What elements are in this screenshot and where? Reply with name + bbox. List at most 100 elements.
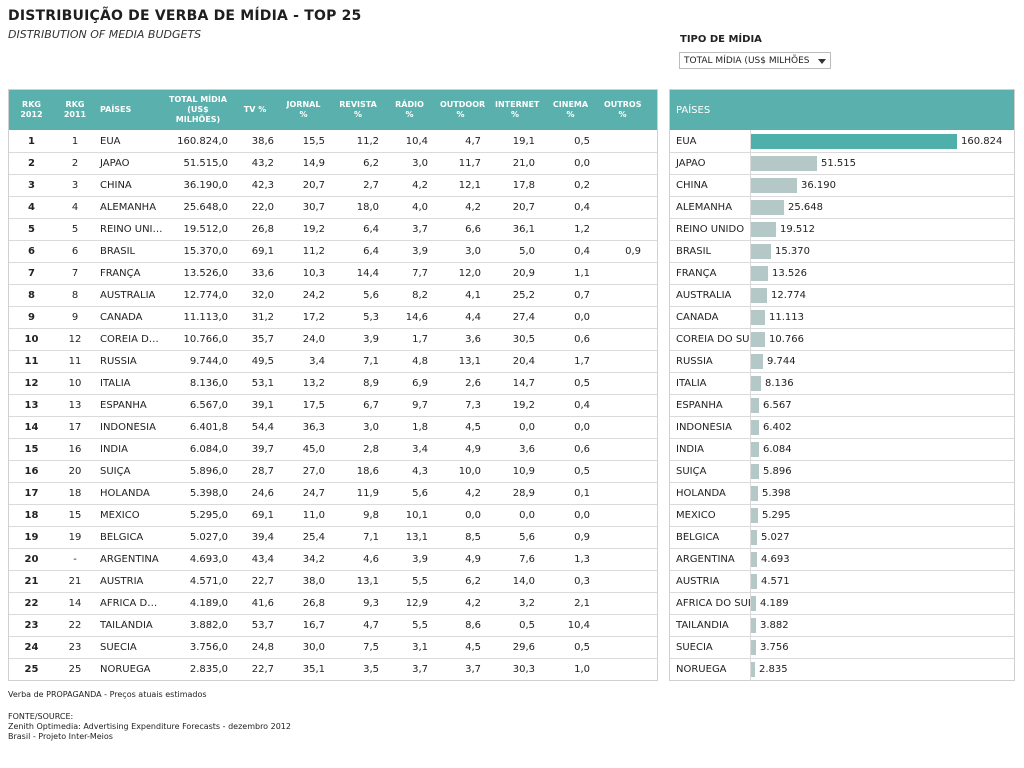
- bar[interactable]: [751, 354, 763, 369]
- header-paises[interactable]: PAÍSES: [100, 105, 132, 114]
- table-row[interactable]: 13 13 ESPANHA 6.567,0 39,1 17,5 6,7 9,7 7,3 19,2 0…: [9, 394, 657, 416]
- bar-row[interactable]: COREIA DO SUL 10.766: [670, 328, 1014, 351]
- table-row[interactable]: 14 17 INDONÉSIA 6.401,8 54,4 36,3 3,0 1,8 4,5 0,0…: [9, 416, 657, 438]
- bar[interactable]: [751, 508, 758, 523]
- bar[interactable]: [751, 420, 759, 435]
- bar-row[interactable]: TAILÂNDIA 3.882: [670, 614, 1014, 637]
- bar[interactable]: [751, 200, 784, 215]
- cell-internet: 20,4: [512, 356, 535, 367]
- bar-row[interactable]: ALEMANHA 25.648: [670, 196, 1014, 219]
- bar-row[interactable]: ARGENTINA 4.693: [670, 548, 1014, 571]
- table-row[interactable]: 5 5 REINO UNIDO 19.512,0 26,8 19,2 6,4 3,7 6,6 36…: [9, 218, 657, 240]
- bar-row[interactable]: REINO UNIDO 19.512: [670, 218, 1014, 241]
- table-row[interactable]: 23 22 TAILÂNDIA 3.882,0 53,7 16,7 4,7 5,5 8,6 0,5…: [9, 614, 657, 636]
- bar[interactable]: [751, 178, 797, 193]
- table-row[interactable]: 1 1 EUA 160.824,0 38,6 15,5 11,2 10,4 4,7 19,1 0,5: [9, 130, 657, 152]
- header-internet[interactable]: INTERNET %: [495, 100, 540, 119]
- bar[interactable]: [751, 133, 957, 149]
- bar-category-label: AFRICA DO SUL: [676, 598, 750, 609]
- bar-row[interactable]: ÍNDIA 6.084: [670, 438, 1014, 461]
- bar-row[interactable]: INDONÉSIA 6.402: [670, 416, 1014, 439]
- cell-cinema: 0,0: [574, 312, 590, 323]
- bar[interactable]: [751, 310, 765, 325]
- table-row[interactable]: 21 21 AUSTRIA 4.571,0 22,7 38,0 13,1 5,5 6,2 14,0…: [9, 570, 657, 592]
- table-row[interactable]: 12 10 ITALIA 8.136,0 53,1 13,2 8,9 6,9 2,6 14,7 0,…: [9, 372, 657, 394]
- table-row[interactable]: 4 4 ALEMANHA 25.648,0 22,0 30,7 18,0 4,0 4,2 20,7…: [9, 196, 657, 218]
- bar[interactable]: [751, 244, 771, 259]
- bar-value-label: 11.113: [769, 312, 804, 323]
- bar-row[interactable]: CANADÁ 11.113: [670, 306, 1014, 329]
- header-cinema[interactable]: CINEMA %: [552, 100, 589, 119]
- table-row[interactable]: 11 11 RUSSIA 9.744,0 49,5 3,4 7,1 4,8 13,1 20,4 1,…: [9, 350, 657, 372]
- bar-row[interactable]: ESPANHA 6.567: [670, 394, 1014, 417]
- table-row[interactable]: 22 14 AFRICA DO SUL 4.189,0 41,6 26,8 9,3 12,9 4…: [9, 592, 657, 614]
- bar-row[interactable]: AUSTRÁLIA 12.774: [670, 284, 1014, 307]
- bar-row[interactable]: RUSSIA 9.744: [670, 350, 1014, 373]
- bar[interactable]: [751, 618, 756, 633]
- bar[interactable]: [751, 398, 759, 413]
- bar-row[interactable]: AUSTRIA 4.571: [670, 570, 1014, 593]
- table-row[interactable]: 15 16 ÍNDIA 6.084,0 39,7 45,0 2,8 3,4 4,9 3,6 0,6: [9, 438, 657, 460]
- bar[interactable]: [751, 332, 765, 347]
- header-outdoor[interactable]: OUTDOOR %: [440, 100, 486, 119]
- media-type-select[interactable]: TOTAL MÍDIA (US$ MILHÕES: [679, 52, 831, 69]
- bar-row[interactable]: MÉXICO 5.295: [670, 504, 1014, 527]
- table-row[interactable]: 2 2 JAPÃO 51.515,0 43,2 14,9 6,2 3,0 11,7 21,0 0,0: [9, 152, 657, 174]
- table-row[interactable]: 9 9 CANADÁ 11.113,0 31,2 17,2 5,3 14,6 4,4 27,4 0,…: [9, 306, 657, 328]
- cell-outdoor: 6,2: [465, 576, 481, 587]
- table-row[interactable]: 7 7 FRANÇA 13.526,0 33,6 10,3 14,4 7,7 12,0 20,9 1…: [9, 262, 657, 284]
- header-outros[interactable]: OUTROS %: [604, 100, 642, 119]
- cell-r12: 1: [28, 135, 35, 147]
- bar-row[interactable]: JAPÃO 51.515: [670, 152, 1014, 175]
- cell-r12: 25: [24, 664, 39, 675]
- table-row[interactable]: 10 12 COREIA DO SUL 10.766,0 35,7 24,0 3,9 1,7 3…: [9, 328, 657, 350]
- bar[interactable]: [751, 266, 768, 281]
- bar[interactable]: [751, 662, 755, 677]
- table-row[interactable]: 17 18 HOLANDA 5.398,0 24,6 24,7 11,9 5,6 4,2 28,9…: [9, 482, 657, 504]
- header-jornal[interactable]: JORNAL %: [286, 100, 321, 119]
- bar-value-label: 12.774: [771, 290, 806, 301]
- cell-radio: 5,5: [412, 576, 428, 587]
- table-row[interactable]: 16 20 SUIÇA 5.896,0 28,7 27,0 18,6 4,3 10,0 10,9 0…: [9, 460, 657, 482]
- table-row[interactable]: 24 23 SUECIA 3.756,0 24,8 30,0 7,5 3,1 4,5 29,6 0,…: [9, 636, 657, 658]
- cell-tv: 32,0: [251, 290, 274, 301]
- table-row[interactable]: 20 - ARGENTINA 4.693,0 43,4 34,2 4,6 3,9 4,9 7,6 1…: [9, 548, 657, 570]
- table-row[interactable]: 8 8 AUSTRÁLIA 12.774,0 32,0 24,2 5,6 8,2 4,1 25,2…: [9, 284, 657, 306]
- bar-row[interactable]: BÉLGICA 5.027: [670, 526, 1014, 549]
- table-row[interactable]: 6 6 BRASIL 15.370,0 69,1 11,2 6,4 3,9 3,0 5,0 0,4 0…: [9, 240, 657, 262]
- media-type-label: TIPO DE MÍDIA: [680, 34, 762, 45]
- table-row[interactable]: 18 15 MÉXICO 5.295,0 69,1 11,0 9,8 10,1 0,0 0,0 0,…: [9, 504, 657, 526]
- bar[interactable]: [751, 574, 757, 589]
- bar[interactable]: [751, 640, 756, 655]
- bar-row[interactable]: AFRICA DO SUL 4.189: [670, 592, 1014, 615]
- bar-row[interactable]: BRASIL 15.370: [670, 240, 1014, 263]
- bar-row[interactable]: NORUEGA 2.835: [670, 658, 1014, 681]
- bar-row[interactable]: ITALIA 8.136: [670, 372, 1014, 395]
- bar[interactable]: [751, 464, 759, 479]
- header-revista[interactable]: REVISTA %: [339, 100, 377, 119]
- bar-row[interactable]: CHINA 36.190: [670, 174, 1014, 197]
- bar-row[interactable]: SUECIA 3.756: [670, 636, 1014, 659]
- bar-row[interactable]: EUA 160.824: [670, 130, 1014, 152]
- header-radio[interactable]: RÁDIO %: [395, 100, 424, 119]
- bar[interactable]: [751, 222, 776, 237]
- header-rkg2011[interactable]: RKG 2011: [63, 100, 87, 119]
- bar[interactable]: [751, 486, 758, 501]
- bar[interactable]: [751, 552, 757, 567]
- bar-row[interactable]: SUIÇA 5.896: [670, 460, 1014, 483]
- cell-jornal: 34,2: [302, 554, 325, 565]
- bar[interactable]: [751, 530, 757, 545]
- bar-row[interactable]: HOLANDA 5.398: [670, 482, 1014, 505]
- bar[interactable]: [751, 442, 759, 457]
- bar[interactable]: [751, 596, 756, 611]
- header-tv[interactable]: TV %: [243, 105, 267, 114]
- bar[interactable]: [751, 156, 817, 171]
- bar[interactable]: [751, 376, 761, 391]
- bar[interactable]: [751, 288, 767, 303]
- table-row[interactable]: 3 3 CHINA 36.190,0 42,3 20,7 2,7 4,2 12,1 17,8 0,2: [9, 174, 657, 196]
- table-row[interactable]: 19 19 BÉLGICA 5.027,0 39,4 25,4 7,1 13,1 8,5 5,6 0…: [9, 526, 657, 548]
- header-rkg2012[interactable]: RKG 2012: [20, 100, 43, 119]
- header-total[interactable]: TOTAL MÍDIA (US$ MILHÕES): [169, 95, 227, 124]
- table-row[interactable]: 25 25 NORUEGA 2.835,0 22,7 35,1 3,5 3,7 3,7 30,3 1…: [9, 658, 657, 680]
- bar-row[interactable]: FRANÇA 13.526: [670, 262, 1014, 285]
